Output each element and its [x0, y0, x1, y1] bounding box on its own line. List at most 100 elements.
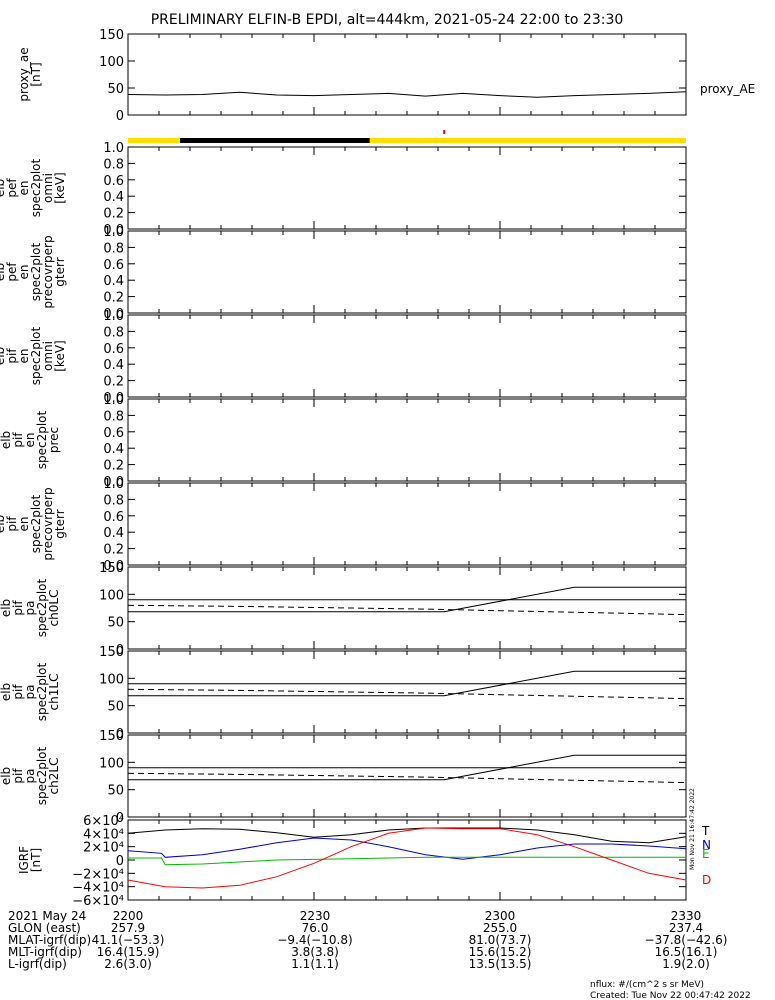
y-axis-label: pif	[11, 600, 25, 616]
y-tick-label: 50	[107, 784, 124, 799]
y-tick-label: 0.4	[103, 526, 124, 541]
y-axis-label: en	[23, 433, 37, 448]
pa-line	[128, 754, 686, 781]
y-axis-label: pif	[5, 348, 19, 364]
y-axis-label: ch0LC	[47, 590, 61, 627]
y-tick-label: 0	[116, 643, 124, 658]
y-tick-label: 1.0	[103, 309, 124, 324]
y-tick-label: 150	[99, 729, 124, 744]
panels: proxy_ae[nT]150100500proxy_AEelbpefenspe…	[0, 28, 755, 909]
y-axis-label: ch2LC	[47, 758, 61, 795]
y-axis-label: [keV]	[53, 172, 67, 203]
y-axis-label: gterr	[53, 257, 67, 286]
y-axis-label: spec2plot	[29, 326, 43, 385]
created-timestamp: Created: Tue Nov 22 00:47:42 2022	[590, 991, 751, 1000]
ephemeris-value: −9.4(−10.8)	[277, 933, 352, 947]
ephemeris-label: GLON (east)	[8, 921, 81, 935]
y-tick-label: 0.4	[103, 274, 124, 289]
panel-proxy_ae: proxy_ae[nT] 150 100 50 0 proxy_AE	[17, 28, 755, 124]
legend-E: E	[702, 847, 710, 861]
y-tick-label: 0.0	[103, 223, 124, 238]
y-tick-label: 0.2	[103, 543, 124, 558]
y-tick-label: 150	[99, 28, 124, 43]
ephemeris-value: 16.5(16.1)	[655, 945, 718, 959]
y-tick-label: 0.0	[103, 559, 124, 574]
y-tick-label: 0.2	[103, 375, 124, 390]
y-axis-label: pif	[11, 432, 25, 448]
status-segment	[128, 138, 181, 143]
y-tick-label: 0.4	[103, 358, 124, 373]
y-tick-label: 0.0	[103, 391, 124, 406]
y-axis-label: en	[17, 349, 31, 364]
y-axis-label: elb	[0, 767, 13, 785]
panel-frame	[127, 734, 687, 818]
legend-T: T	[701, 824, 710, 838]
y-tick-label: 0.8	[103, 157, 124, 172]
y-axis-label: [nT]	[29, 848, 43, 872]
series-N	[127, 837, 687, 860]
ephemeris-value: 16.4(15.9)	[97, 945, 160, 959]
legend-proxy-ae: proxy_AE	[700, 82, 755, 96]
pa-line	[128, 670, 686, 697]
legend-D: D	[702, 873, 711, 887]
y-tick-label: 2×10⁴	[83, 841, 124, 856]
y-tick-label: 100	[99, 756, 124, 771]
y-tick-label: 0.2	[103, 207, 124, 222]
y-axis-label: pa	[23, 601, 37, 616]
pa-line	[127, 688, 687, 700]
x-tick-label: 2330	[671, 909, 702, 923]
y-tick-label: 0	[116, 109, 124, 124]
panel-frame	[127, 33, 687, 116]
y-tick-label: −2×10⁴	[72, 867, 124, 882]
series-T	[127, 827, 687, 844]
y-axis-label: spec2plot	[29, 158, 43, 217]
y-tick-label: 150	[99, 645, 124, 660]
y-tick-label: 150	[99, 561, 124, 576]
legend-N: N	[702, 838, 711, 852]
y-axis-label: elb	[0, 431, 13, 449]
y-axis-label: pa	[23, 685, 37, 700]
ephemeris-label: L-igrf(dip)	[8, 957, 67, 971]
y-axis-label: pa	[23, 769, 37, 784]
panel-frame	[127, 230, 687, 314]
y-axis-label: pif	[5, 516, 19, 532]
y-tick-label: 0.6	[103, 174, 124, 189]
y-tick-label: 100	[99, 55, 124, 70]
ephemeris-value: 15.6(15.2)	[469, 945, 532, 959]
y-tick-label: 0.4	[103, 442, 124, 457]
y-axis-label: elb	[0, 263, 7, 281]
y-tick-label: 0.4	[103, 190, 124, 205]
y-tick-label: 0.6	[103, 258, 124, 273]
y-tick-label: 1.0	[103, 477, 124, 492]
y-axis-label: spec2plot	[35, 662, 49, 721]
y-tick-label: 0.6	[103, 426, 124, 441]
y-axis-label: omni	[41, 173, 55, 203]
ephemeris-label: MLAT-igrf(dip)	[8, 933, 91, 947]
pa-line	[127, 604, 687, 616]
ephemeris-value: 255.0	[483, 921, 517, 935]
side-stamp: Mon Nov 21 16:47:42 2022	[689, 788, 696, 870]
panel-pef_omni: elbpefenspec2plotomni[keV]1.00.80.60.40.…	[0, 141, 687, 238]
y-axis-label: gterr	[53, 509, 67, 538]
y-tick-label: 0.0	[103, 307, 124, 322]
y-axis-label: prec	[47, 427, 61, 453]
y-tick-label: 0.2	[103, 291, 124, 306]
ephemeris-value: 237.4	[669, 921, 703, 935]
ephemeris-value: 1.1(1.1)	[291, 957, 339, 971]
y-tick-label: −6×10⁴	[72, 894, 124, 909]
panel-frame	[127, 566, 687, 650]
ephemeris-label: MLT-igrf(dip)	[8, 945, 82, 959]
ephemeris-value: 2.6(3.0)	[104, 957, 152, 971]
y-tick-label: 100	[99, 588, 124, 603]
ephemeris-value: 257.9	[111, 921, 145, 935]
y-axis-label: en	[17, 181, 31, 196]
ephemeris-table: 2021 May 24 2200 2230 2300 2330 GLON (east) 25…	[8, 909, 727, 971]
y-axis-label: elb	[0, 347, 7, 365]
plot-title: PRELIMINARY ELFIN-B EPDI, alt=444km, 202…	[151, 12, 624, 28]
ephemeris-value: 41.1(−53.3)	[92, 933, 165, 947]
y-tick-label: 100	[99, 672, 124, 687]
ephemeris-value: 81.0(73.7)	[469, 933, 532, 947]
y-axis-label: spec2plot	[35, 578, 49, 637]
